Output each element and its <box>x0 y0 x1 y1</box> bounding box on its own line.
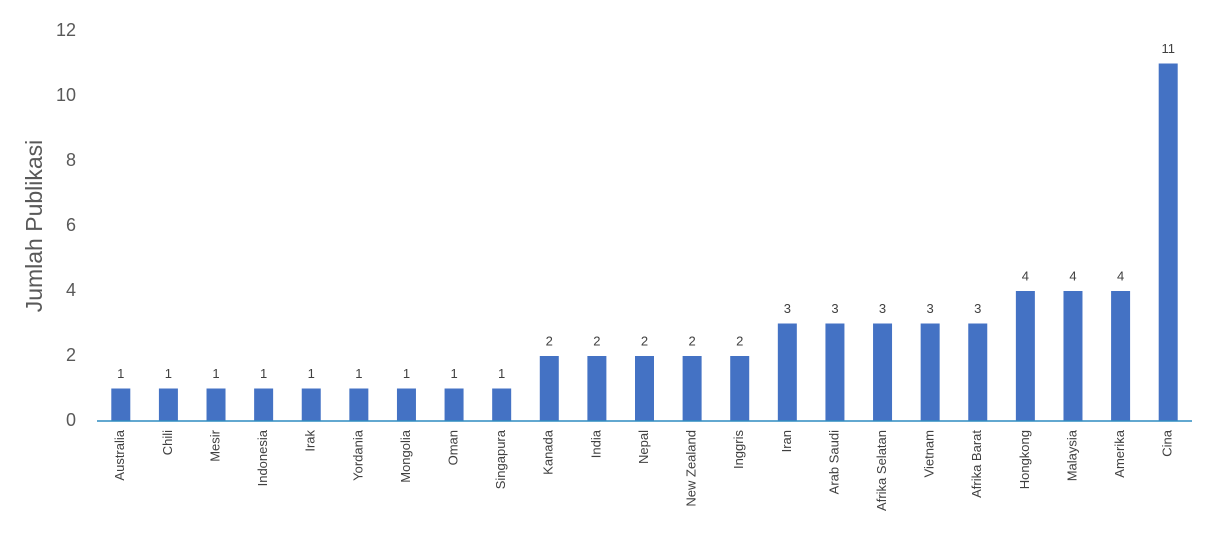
x-tick-label: Vietnam <box>922 430 937 477</box>
data-label: 1 <box>403 366 410 381</box>
bar <box>111 388 131 421</box>
bar <box>587 356 607 421</box>
bar <box>968 323 988 421</box>
x-tick-label: Singapura <box>493 429 508 489</box>
bar <box>301 388 321 421</box>
x-tick-label: Nepal <box>636 430 651 464</box>
x-tick-label: Afrika Selatan <box>874 430 889 511</box>
x-tick-label: Hongkong <box>1017 430 1032 489</box>
data-label: 1 <box>355 366 362 381</box>
bar <box>873 323 893 421</box>
data-label: 11 <box>1161 41 1175 56</box>
x-tick-label: Yordania <box>350 429 365 481</box>
data-label: 4 <box>1117 268 1124 283</box>
bar <box>730 356 750 421</box>
y-axis-title: Jumlah Publikasi <box>21 140 47 313</box>
x-tick-label: New Zealand <box>684 430 699 507</box>
bar <box>396 388 416 421</box>
data-label: 1 <box>450 366 457 381</box>
y-tick-label: 10 <box>56 85 76 105</box>
data-label: 3 <box>974 301 981 316</box>
data-label: 1 <box>165 366 172 381</box>
bar <box>920 323 940 421</box>
x-tick-label: Oman <box>446 430 461 465</box>
y-tick-label: 0 <box>66 410 76 430</box>
x-tick-label: Inggris <box>731 430 746 470</box>
x-tick-label: Indonesia <box>255 429 270 486</box>
x-tick-label: Amerika <box>1112 429 1127 477</box>
bar <box>635 356 654 421</box>
data-label: 1 <box>498 366 505 381</box>
data-label: 3 <box>879 301 886 316</box>
x-tick-label: Chili <box>160 430 175 455</box>
data-label: 2 <box>688 333 695 348</box>
y-tick-label: 12 <box>56 20 76 40</box>
data-label: 2 <box>546 333 553 348</box>
x-tick-label: Irak <box>303 430 318 452</box>
x-tick-label: Arab Saudi <box>826 430 841 494</box>
y-tick-label: 4 <box>66 280 76 300</box>
bar <box>492 388 512 421</box>
x-tick-label: Mesir <box>207 429 222 461</box>
data-label: 1 <box>117 366 124 381</box>
x-tick-label: Australia <box>112 429 127 480</box>
bar <box>777 323 797 421</box>
bar <box>444 388 464 421</box>
bar <box>1015 291 1035 421</box>
data-label: 4 <box>1022 268 1029 283</box>
data-label: 3 <box>831 301 838 316</box>
data-label: 4 <box>1069 268 1076 283</box>
data-label: 3 <box>927 301 934 316</box>
bar <box>206 388 226 421</box>
bar <box>1063 291 1083 421</box>
data-label: 1 <box>212 366 219 381</box>
x-tick-label: Mongolia <box>398 429 413 483</box>
y-tick-label: 6 <box>66 215 76 235</box>
y-tick-label: 8 <box>66 150 76 170</box>
data-label: 2 <box>736 333 743 348</box>
x-tick-label: Kanada <box>541 429 556 475</box>
data-label: 2 <box>641 333 648 348</box>
bar <box>1111 291 1131 421</box>
data-label: 1 <box>308 366 315 381</box>
bar <box>539 356 559 421</box>
data-label: 1 <box>260 366 267 381</box>
bar <box>682 356 702 421</box>
bar <box>158 388 178 421</box>
x-tick-label: Iran <box>779 430 794 452</box>
data-label: 3 <box>784 301 791 316</box>
bar <box>825 323 845 421</box>
x-tick-label: Cina <box>1160 429 1175 457</box>
x-tick-label: Afrika Barat <box>969 430 984 498</box>
x-tick-label: India <box>588 429 603 458</box>
data-label: 2 <box>593 333 600 348</box>
bar <box>349 388 369 421</box>
y-tick-label: 2 <box>66 345 76 365</box>
x-tick-label: Malaysia <box>1064 429 1079 481</box>
bar <box>254 388 274 421</box>
bar <box>1158 63 1178 421</box>
